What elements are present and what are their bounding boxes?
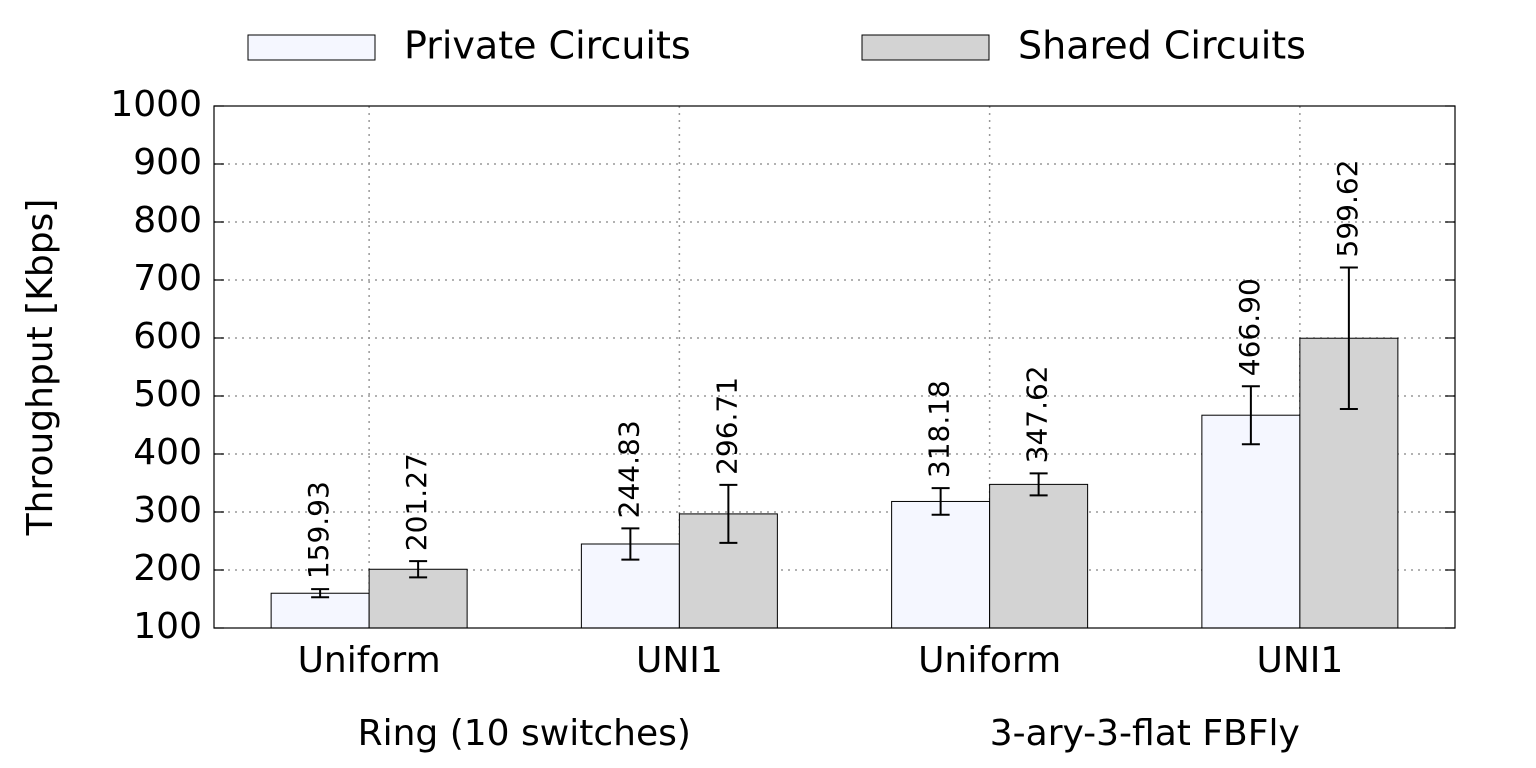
error-bar bbox=[719, 483, 738, 544]
group-label: Ring (10 switches) bbox=[358, 713, 691, 754]
value-label: 201.27 bbox=[400, 453, 433, 551]
y-tick-label: 1000 bbox=[110, 84, 202, 125]
y-tick-label: 700 bbox=[133, 258, 202, 299]
error-bar bbox=[1339, 266, 1358, 410]
error-bar bbox=[409, 560, 428, 579]
error-bar bbox=[621, 527, 640, 561]
bar bbox=[270, 592, 370, 629]
value-label: 599.62 bbox=[1331, 159, 1364, 257]
y-tick-label: 400 bbox=[133, 432, 202, 473]
legend-label: Shared Circuits bbox=[1018, 24, 1306, 68]
error-bar bbox=[931, 487, 950, 516]
legend-swatch bbox=[247, 34, 376, 61]
plot-frame bbox=[213, 105, 1456, 629]
x-tick-label: Uniform bbox=[298, 640, 441, 681]
error-bar bbox=[1029, 472, 1048, 497]
value-label: 347.62 bbox=[1021, 365, 1054, 463]
bar bbox=[989, 483, 1089, 629]
y-tick-label: 300 bbox=[133, 490, 202, 531]
x-tick-label: UNI1 bbox=[636, 640, 723, 681]
error-bar bbox=[1241, 385, 1260, 446]
y-tick-label: 500 bbox=[133, 374, 202, 415]
y-tick-label: 100 bbox=[133, 606, 202, 647]
x-tick-label: UNI1 bbox=[1256, 640, 1343, 681]
x-tick-label: Uniform bbox=[918, 640, 1061, 681]
value-label: 159.93 bbox=[302, 481, 335, 579]
legend-label: Private Circuits bbox=[404, 24, 691, 68]
value-label: 466.90 bbox=[1233, 278, 1266, 376]
y-axis-label: Throughput [Kbps] bbox=[20, 199, 61, 537]
bar bbox=[1299, 337, 1399, 629]
value-label: 318.18 bbox=[923, 380, 956, 478]
y-tick-label: 900 bbox=[133, 142, 202, 183]
y-tick-label: 200 bbox=[133, 548, 202, 589]
value-label: 296.71 bbox=[710, 377, 743, 475]
error-bar bbox=[311, 588, 330, 599]
group-label: 3-ary-3-flat FBFly bbox=[990, 713, 1300, 754]
value-label: 244.83 bbox=[612, 420, 645, 518]
bar bbox=[891, 500, 991, 629]
y-tick-label: 800 bbox=[133, 200, 202, 241]
bar bbox=[1201, 414, 1301, 629]
y-tick-label: 600 bbox=[133, 316, 202, 357]
bar bbox=[368, 568, 468, 629]
legend-swatch bbox=[861, 34, 990, 61]
